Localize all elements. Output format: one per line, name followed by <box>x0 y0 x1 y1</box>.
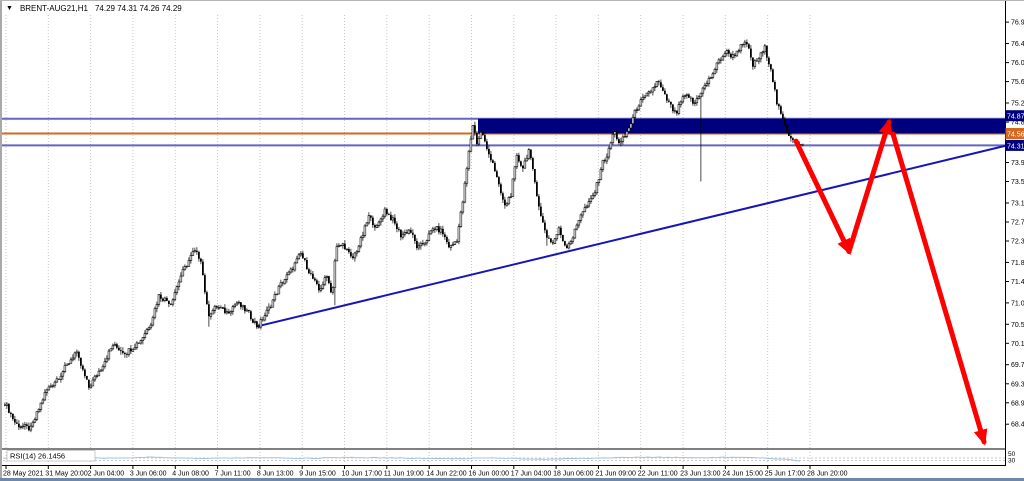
chart-ohlc-info: ▼ BRENT-AUG21,H1 74.29 74.31 74.26 74.29 <box>6 4 182 13</box>
time-tick-label: 8 Jun 13:00 <box>257 471 294 478</box>
price-tick-label: 69.30 <box>1011 381 1024 388</box>
price-tick-label: 72.70 <box>1011 220 1024 227</box>
bull-candle-bodies <box>5 41 799 431</box>
price-tick-label: 70.15 <box>1011 341 1024 348</box>
symbol-period-label: BRENT-AUG21,H1 <box>19 4 88 13</box>
forecast-arrow-1[interactable] <box>793 138 852 256</box>
price-tick-label: 75.20 <box>1011 101 1024 108</box>
price-tick-label: 73.55 <box>1011 179 1024 186</box>
time-tick-label: 23 Jun 13:00 <box>680 471 721 478</box>
time-tick-label: 7 Jun 11:00 <box>215 471 251 478</box>
ohlc-values: 74.29 74.31 74.26 74.29 <box>94 4 182 13</box>
time-tick-label: 2 Jun 04:00 <box>88 471 125 478</box>
time-tick-label: 22 Jun 11:00 <box>638 471 678 478</box>
price-label-box-text: 74.31 <box>1007 143 1024 150</box>
time-tick-label: 17 Jun 04:00 <box>511 471 552 478</box>
symbol-dropdown-icon[interactable]: ▼ <box>6 4 13 12</box>
price-label-box-74.31 <box>1005 139 1024 151</box>
price-tick-label: 76.90 <box>1011 20 1024 27</box>
rsi-pane[interactable] <box>3 451 1005 465</box>
price-tick-label: 74.80 <box>1011 120 1024 127</box>
forecast-arrow-2[interactable] <box>846 118 893 254</box>
time-axis[interactable] <box>0 466 1005 478</box>
price-tick-label: 73.95 <box>1011 160 1024 167</box>
price-label-box-74.87 <box>1005 110 1024 122</box>
time-tick-label: 21 Jun 09:00 <box>595 471 636 478</box>
time-tick-label: 18 Jun 06:00 <box>553 471 594 478</box>
price-tick-label: 68.90 <box>1011 400 1024 407</box>
time-tick-label: 3 Jun 06:00 <box>130 471 167 478</box>
price-tick-label: 68.45 <box>1011 422 1024 429</box>
price-tick-label: 70.55 <box>1011 322 1024 329</box>
rsi-label-box <box>6 450 96 462</box>
price-tick-label: 71.45 <box>1011 279 1024 286</box>
price-tick-label: 73.10 <box>1011 201 1024 208</box>
time-tick-label: 14 Jun 22:00 <box>426 471 467 478</box>
price-tick-label: 71.00 <box>1011 300 1024 307</box>
price-tick-label: 75.65 <box>1011 79 1024 86</box>
forecast-arrow-3[interactable] <box>890 131 988 446</box>
price-tick-label: 69.70 <box>1011 362 1024 369</box>
price-axis[interactable] <box>1006 1 1024 466</box>
time-tick-label: 31 May 20:00 <box>45 471 88 478</box>
time-tick-label: 28 Jun 20:00 <box>807 471 848 478</box>
price-tick-label: 72.30 <box>1011 239 1024 246</box>
supply-zone-rectangle[interactable] <box>478 118 1005 134</box>
time-tick-label: 24 Jun 15:00 <box>722 471 763 478</box>
window-bottom-border <box>0 478 1024 481</box>
time-tick-label: 16 Jun 00:00 <box>469 471 510 478</box>
time-tick-label: 4 Jun 08:00 <box>172 471 209 478</box>
rsi-level-label: 30 <box>1008 458 1016 465</box>
price-tick-label: 76.05 <box>1011 60 1024 67</box>
price-label-box-74.56 <box>1005 128 1024 139</box>
time-tick-label: 11 Jun 19:00 <box>384 471 424 478</box>
price-tick-label: 71.85 <box>1011 260 1024 267</box>
price-label-box-text: 74.56 <box>1007 132 1024 139</box>
time-tick-label: 10 Jun 17:00 <box>342 471 383 478</box>
rsi-indicator-label: RSI(14) 26.1456 <box>10 452 65 461</box>
time-tick-label: 28 May 2021 <box>3 471 44 478</box>
price-label-box-text: 74.87 <box>1007 114 1024 121</box>
price-tick-label: 76.45 <box>1011 41 1024 48</box>
rsi-level-label: 50 <box>1008 451 1016 458</box>
trendline-object[interactable] <box>255 144 1006 328</box>
rsi-line[interactable] <box>3 456 801 462</box>
window-left-border <box>0 1 2 478</box>
time-tick-label: 25 Jun 17:00 <box>765 471 806 478</box>
time-tick-label: 9 Jun 15:00 <box>299 471 336 478</box>
